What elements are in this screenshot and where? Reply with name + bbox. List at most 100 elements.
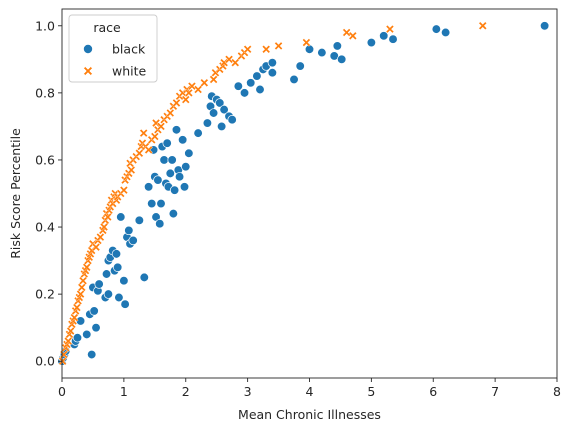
data-point-white bbox=[166, 108, 175, 118]
legend-title: race bbox=[93, 20, 121, 35]
data-point-black bbox=[72, 333, 83, 343]
data-point-white bbox=[99, 222, 109, 232]
data-point-black bbox=[111, 249, 122, 259]
data-point-white bbox=[135, 149, 144, 158]
data-point-black bbox=[128, 235, 138, 246]
legend-marker-black bbox=[83, 44, 94, 55]
data-point-black bbox=[165, 168, 175, 179]
data-point-black bbox=[184, 148, 194, 158]
data-point-black bbox=[103, 289, 114, 299]
data-point-white bbox=[193, 85, 203, 94]
legend-label-black: black bbox=[112, 42, 146, 57]
data-point-black bbox=[147, 198, 157, 209]
data-point-white bbox=[58, 357, 67, 366]
legend-marker-white bbox=[83, 66, 93, 76]
data-point-black bbox=[168, 208, 179, 219]
data-point-black bbox=[193, 128, 203, 138]
data-point-black bbox=[178, 135, 188, 145]
data-point-white bbox=[172, 98, 181, 108]
data-point-black bbox=[267, 58, 278, 68]
data-point-white bbox=[181, 95, 190, 104]
axes-frame bbox=[61, 8, 558, 379]
data-point-black bbox=[116, 212, 126, 222]
x-tick-label: 4 bbox=[306, 384, 314, 399]
x-tick-label: 1 bbox=[120, 384, 128, 399]
data-point-white bbox=[348, 31, 357, 41]
y-tick-label: 0.6 bbox=[35, 152, 55, 167]
data-point-black bbox=[82, 329, 92, 340]
data-point-black bbox=[255, 84, 265, 95]
y-tick-label: 0.8 bbox=[35, 85, 55, 100]
legend: race black white bbox=[68, 14, 158, 83]
x-tick-label: 3 bbox=[244, 384, 252, 399]
data-point-black bbox=[379, 31, 389, 41]
data-point-black bbox=[119, 276, 129, 286]
data-point-black bbox=[440, 27, 451, 38]
data-point-white bbox=[70, 313, 79, 322]
data-point-black bbox=[114, 292, 124, 303]
data-point-black bbox=[89, 306, 99, 316]
data-point-white bbox=[144, 145, 153, 155]
data-point-black bbox=[289, 74, 299, 85]
data-point-black bbox=[267, 68, 278, 78]
data-point-black bbox=[216, 121, 227, 132]
data-point-black bbox=[295, 61, 305, 71]
data-point-white bbox=[127, 165, 136, 175]
legend-label-white: white bbox=[112, 64, 147, 79]
data-point-white bbox=[342, 28, 351, 37]
data-point-black bbox=[246, 78, 256, 88]
data-point-black bbox=[366, 37, 377, 48]
legend-box bbox=[68, 14, 158, 83]
data-point-black bbox=[156, 198, 166, 209]
data-point-white bbox=[72, 303, 82, 312]
data-point-white bbox=[82, 263, 91, 272]
data-point-black bbox=[120, 299, 130, 309]
data-point-white bbox=[91, 242, 101, 252]
data-point-white bbox=[139, 128, 148, 138]
data-point-black bbox=[388, 34, 398, 44]
x-axis-label: Mean Chronic Illnesses bbox=[238, 407, 381, 422]
data-point-black bbox=[431, 24, 441, 34]
x-tick-label: 7 bbox=[491, 384, 499, 399]
data-point-black bbox=[332, 41, 342, 51]
data-point-black bbox=[87, 349, 97, 360]
x-tick-label: 6 bbox=[429, 384, 437, 399]
y-axis: 0.0 0.2 0.4 0.6 0.8 1.0 bbox=[35, 18, 62, 369]
data-point-black bbox=[239, 88, 250, 98]
data-point-black bbox=[153, 175, 163, 185]
data-point-black bbox=[227, 115, 237, 125]
data-point-white bbox=[243, 45, 252, 54]
data-point-black bbox=[91, 323, 101, 333]
y-tick-label: 1.0 bbox=[35, 18, 55, 33]
data-point-white bbox=[302, 38, 311, 47]
data-point-black bbox=[167, 155, 177, 165]
data-point-white bbox=[156, 122, 166, 131]
y-axis-label: Risk Score Percentile bbox=[8, 128, 23, 259]
x-tick-label: 2 bbox=[182, 384, 190, 399]
data-point-black bbox=[143, 182, 154, 192]
data-point-black bbox=[337, 54, 347, 64]
data-point-white bbox=[478, 21, 487, 30]
data-point-white bbox=[274, 41, 283, 51]
data-point-black bbox=[202, 118, 213, 128]
data-point-white bbox=[103, 212, 112, 222]
data-point-black bbox=[208, 108, 219, 118]
data-point-black bbox=[181, 162, 191, 172]
legend-entry-white: white bbox=[83, 64, 147, 79]
data-point-white bbox=[119, 185, 129, 195]
data-point-black bbox=[304, 44, 315, 54]
data-point-white bbox=[209, 75, 218, 84]
data-point-white bbox=[77, 283, 86, 292]
data-point-black bbox=[252, 71, 262, 81]
data-point-black bbox=[539, 21, 550, 31]
data-point-white bbox=[262, 45, 271, 54]
data-point-black bbox=[162, 138, 172, 148]
data-point-black bbox=[155, 219, 165, 229]
data-point-black bbox=[134, 215, 144, 225]
data-point-black bbox=[219, 104, 229, 115]
data-point-black bbox=[94, 279, 104, 289]
data-point-black bbox=[171, 125, 182, 135]
data-point-black bbox=[233, 81, 243, 91]
y-tick-label: 0.0 bbox=[35, 354, 55, 369]
